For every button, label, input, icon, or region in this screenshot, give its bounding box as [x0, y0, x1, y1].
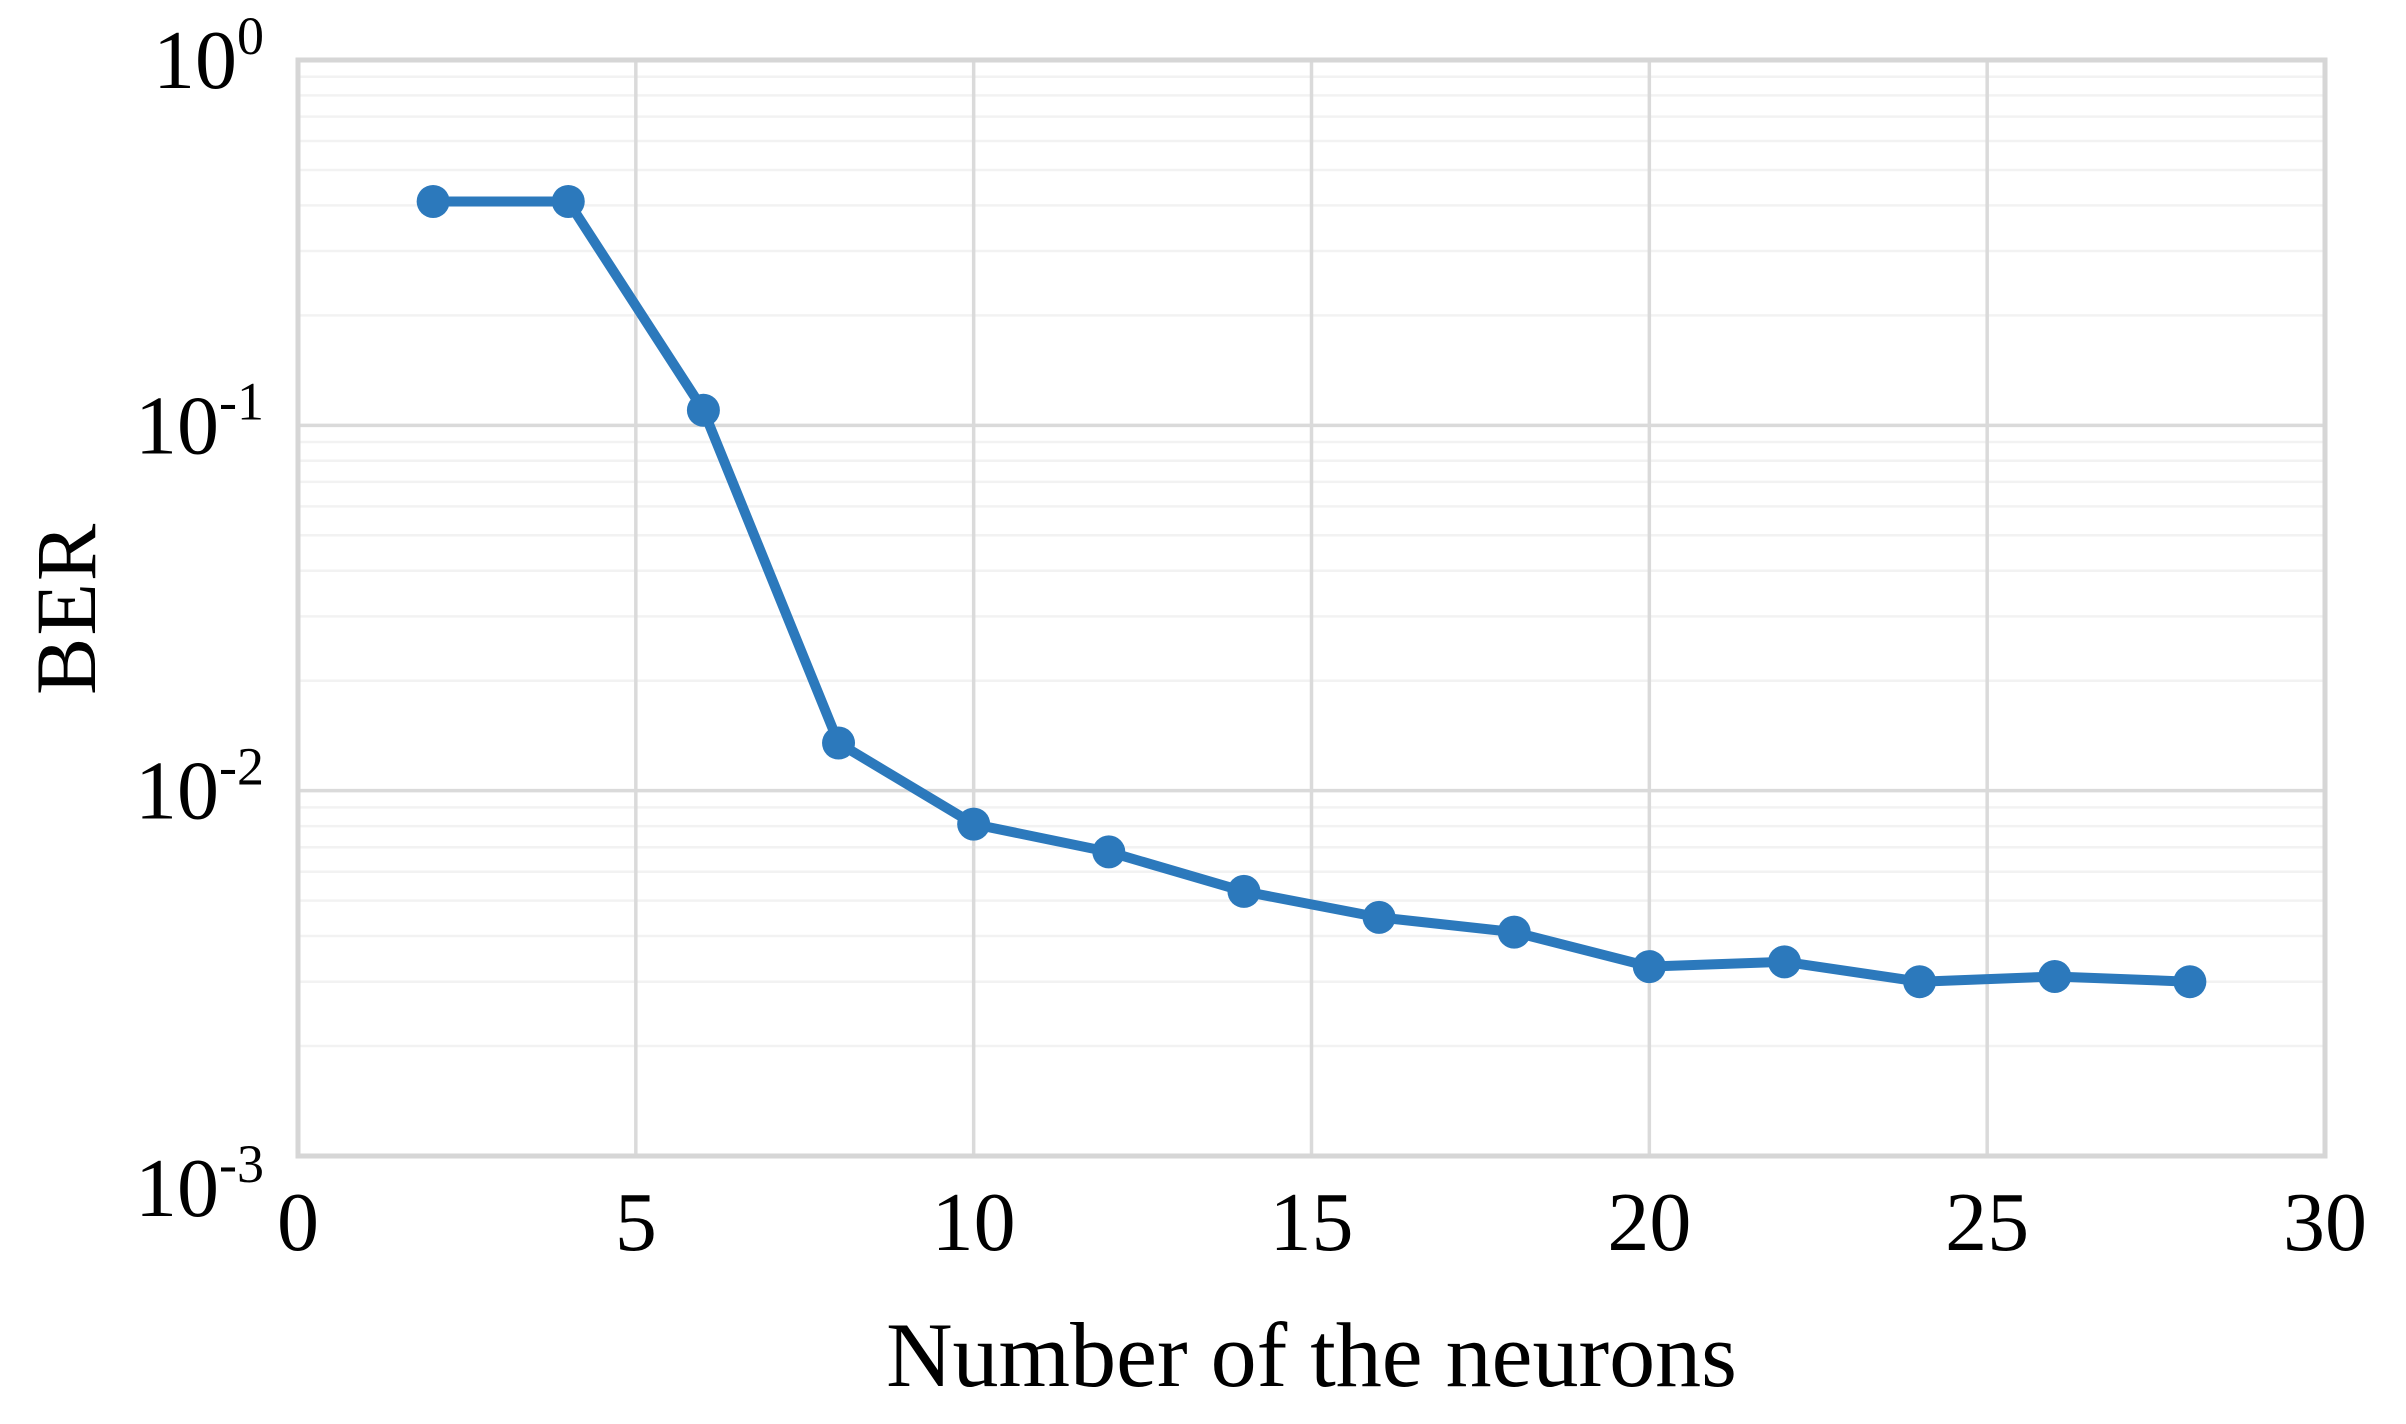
x-tick-label: 20 [1607, 1176, 1691, 1269]
x-tick-label: 10 [932, 1176, 1016, 1269]
data-point [1362, 900, 1396, 934]
y-tick-label: 10-1 [135, 371, 264, 472]
data-point [1767, 945, 1801, 979]
x-tick-label: 25 [1945, 1176, 2029, 1269]
data-point [1227, 874, 1261, 908]
data-point [2038, 959, 2072, 993]
x-axis-title: Number of the neurons [886, 1304, 1737, 1406]
data-point [551, 184, 585, 218]
y-tick-label: 10-3 [135, 1134, 264, 1235]
data-point [822, 726, 856, 760]
x-tick-label: 5 [615, 1176, 657, 1269]
data-point [1092, 835, 1126, 869]
x-tick-label: 0 [277, 1176, 319, 1269]
data-point [1632, 950, 1666, 984]
data-point [416, 184, 450, 218]
y-tick-label: 100 [153, 6, 264, 107]
x-tick-label: 15 [1270, 1176, 1354, 1269]
data-point [686, 393, 720, 427]
data-point [1497, 915, 1531, 949]
y-tick-label: 10-2 [135, 737, 264, 838]
x-tick-label: 30 [2283, 1176, 2367, 1269]
data-point [957, 807, 991, 841]
data-point [2173, 965, 2207, 999]
data-point [1903, 965, 1937, 999]
plot-border [295, 57, 2328, 1159]
y-axis-title: BER [18, 521, 114, 695]
series-line [428, 196, 2195, 987]
